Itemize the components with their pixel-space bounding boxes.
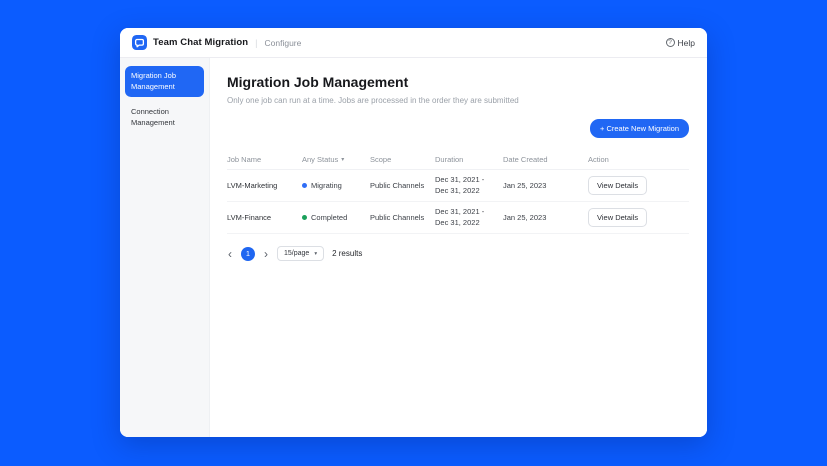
help-button[interactable]: ? Help bbox=[665, 37, 695, 48]
app-window: Team Chat Migration | Configure ? Help M… bbox=[120, 28, 707, 437]
scope-cell: Public Channels bbox=[370, 213, 425, 222]
column-header-job-name: Job Name bbox=[227, 154, 262, 164]
help-question-icon: ? bbox=[665, 38, 675, 47]
app-title: Team Chat Migration bbox=[153, 37, 249, 48]
sidebar-item-label: Connection Management bbox=[131, 107, 175, 127]
sidebar: Migration Job Management Connection Mana… bbox=[120, 58, 210, 437]
status-label: Completed bbox=[311, 213, 348, 222]
job-name-cell: LVM-Finance bbox=[227, 213, 272, 222]
prev-page-button[interactable]: ‹ bbox=[228, 246, 232, 261]
configure-nav[interactable]: Configure bbox=[264, 37, 302, 48]
sidebar-item-connection-management[interactable]: Connection Management bbox=[120, 101, 209, 134]
status-cell: Completed bbox=[302, 213, 370, 222]
app-body: Migration Job Management Connection Mana… bbox=[120, 58, 707, 437]
column-header-action: Action bbox=[588, 154, 609, 164]
pagination: ‹ 1 › 15/page ▾ 2 results bbox=[227, 246, 689, 261]
table-header-row: Job Name Any Status ▾ Scope Duration Dat… bbox=[227, 149, 689, 170]
status-filter-label: Any Status bbox=[302, 154, 339, 164]
view-details-button[interactable]: View Details bbox=[588, 208, 648, 227]
results-count: 2 results bbox=[332, 249, 363, 258]
help-label: Help bbox=[677, 37, 695, 48]
duration-cell: Dec 31, 2021 - Dec 31, 2022 bbox=[435, 206, 485, 227]
job-name-cell: LVM-Marketing bbox=[227, 181, 278, 190]
header-divider: | bbox=[255, 37, 258, 48]
next-page-button[interactable]: › bbox=[264, 246, 268, 261]
table-row: LVM-Finance Completed Public Channels De… bbox=[227, 202, 689, 234]
chevron-down-icon: ▾ bbox=[341, 156, 345, 163]
sidebar-item-migration-job-management[interactable]: Migration Job Management bbox=[125, 66, 204, 97]
date-created-cell: Jan 25, 2023 bbox=[503, 213, 547, 222]
view-details-button[interactable]: View Details bbox=[588, 176, 648, 195]
app-logo-chat-icon bbox=[132, 35, 147, 50]
page-size-label: 15/page bbox=[284, 250, 310, 257]
page-title: Migration Job Management bbox=[227, 74, 409, 90]
status-filter-dropdown[interactable]: Any Status ▾ bbox=[302, 155, 370, 164]
chevron-down-icon: ▾ bbox=[314, 250, 318, 257]
column-header-duration: Duration bbox=[435, 154, 464, 164]
duration-cell: Dec 31, 2021 - Dec 31, 2022 bbox=[435, 174, 485, 195]
app-header: Team Chat Migration | Configure ? Help bbox=[120, 28, 707, 58]
page-subtitle: Only one job can run at a time. Jobs are… bbox=[227, 96, 519, 105]
toolbar: + Create New Migration bbox=[227, 119, 689, 138]
date-created-cell: Jan 25, 2023 bbox=[503, 181, 547, 190]
column-header-date-created: Date Created bbox=[503, 154, 548, 164]
status-cell: Migrating bbox=[302, 181, 370, 190]
sidebar-item-label: Migration Job Management bbox=[131, 71, 177, 91]
page-1-button[interactable]: 1 bbox=[241, 246, 255, 261]
create-new-migration-button[interactable]: + Create New Migration bbox=[590, 119, 689, 138]
column-header-scope: Scope bbox=[370, 154, 392, 164]
jobs-table: Job Name Any Status ▾ Scope Duration Dat… bbox=[227, 149, 689, 234]
main-content: Migration Job Management Only one job ca… bbox=[210, 58, 707, 437]
status-dot-icon bbox=[302, 183, 307, 188]
table-row: LVM-Marketing Migrating Public Channels … bbox=[227, 170, 689, 202]
scope-cell: Public Channels bbox=[370, 181, 425, 190]
page-size-select[interactable]: 15/page ▾ bbox=[277, 246, 325, 261]
status-dot-icon bbox=[302, 215, 307, 220]
status-label: Migrating bbox=[311, 181, 342, 190]
